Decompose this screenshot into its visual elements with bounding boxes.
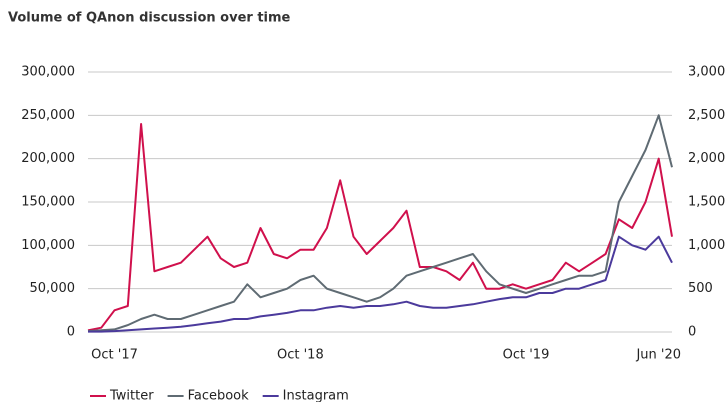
- x-tick-label: Oct '18: [277, 348, 324, 363]
- y2-tick-label: 1,500: [688, 195, 725, 210]
- y-tick-label: 150,000: [21, 195, 75, 210]
- y2-tick-label: 2,000: [688, 151, 725, 166]
- x-tick-label: Jun '20: [635, 348, 681, 363]
- y2-tick-label: 0: [688, 325, 696, 340]
- y2-tick-label: 500: [688, 281, 713, 296]
- y-tick-label: 300,000: [21, 65, 75, 80]
- y2-tick-label: 1,000: [688, 238, 725, 253]
- y-tick-label: 200,000: [21, 151, 75, 166]
- legend-label: Twitter: [109, 389, 154, 402]
- y-tick-label: 250,000: [21, 108, 75, 123]
- legend-label: Instagram: [283, 389, 349, 402]
- chart-title: Volume of QAnon discussion over time: [8, 11, 291, 26]
- y2-tick-label: 2,500: [688, 108, 725, 123]
- line-series: [88, 235, 673, 333]
- legend-label: Facebook: [188, 389, 250, 402]
- y-tick-label: 0: [67, 325, 75, 340]
- line-series: [87, 114, 673, 333]
- y-tick-label: 50,000: [30, 281, 76, 296]
- y-tick-label: 100,000: [21, 238, 75, 253]
- x-tick-label: Oct '17: [91, 348, 138, 363]
- y2-tick-label: 3,000: [688, 65, 725, 80]
- line-series: [87, 123, 673, 332]
- x-tick-label: Oct '19: [503, 348, 550, 363]
